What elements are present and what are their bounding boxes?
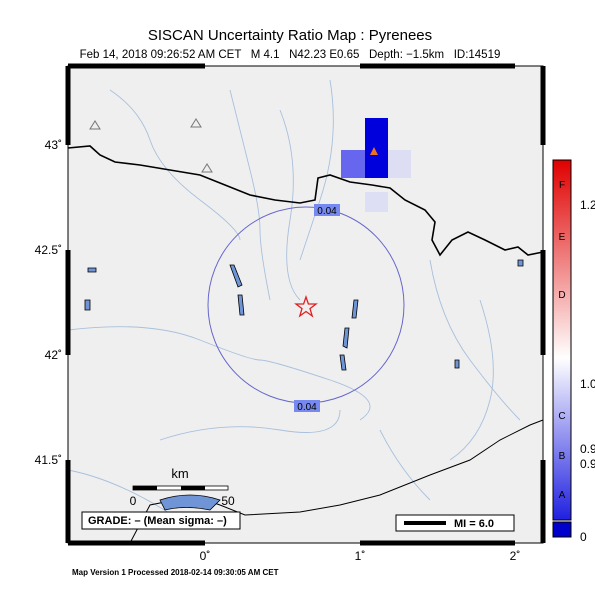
lake — [339, 354, 347, 371]
contour-label-bg — [314, 204, 340, 216]
lake — [84, 299, 91, 311]
river — [429, 259, 521, 421]
grade-letter: E — [559, 232, 566, 243]
grade: GRADE: – (Mean sigma: –) — [88, 515, 227, 527]
colorbar-floor — [552, 521, 572, 538]
grade-letter: D — [558, 290, 565, 301]
river — [279, 109, 301, 301]
station — [201, 163, 213, 173]
subtitle: Feb 14, 2018 09:26:52 AM CET M 4.1 N42.2… — [80, 49, 501, 61]
border — [67, 145, 544, 257]
colorbar-letters: F E D C B A — [558, 180, 565, 501]
river — [379, 429, 431, 501]
lake — [229, 264, 243, 288]
mi-box — [395, 514, 515, 532]
lakes — [84, 259, 524, 371]
colorbar-value: 1.0 — [580, 377, 595, 391]
lake — [517, 259, 524, 267]
rivers — [67, 79, 521, 521]
colorbar-value: 0 — [580, 530, 587, 544]
colorbar-value: 0.9 — [580, 442, 595, 456]
lon-label: 0˚ — [200, 549, 211, 563]
ratio-cell — [365, 118, 388, 178]
footer: Map Version 1 Processed 2018-02-14 09:30… — [72, 568, 279, 577]
ratio-cell — [341, 150, 365, 178]
station — [190, 118, 202, 128]
scale-unit: km — [171, 466, 188, 481]
map-area — [68, 66, 543, 543]
scale-start: 0 — [130, 494, 137, 508]
lat-label: 42˚ — [45, 348, 62, 362]
epicenter — [294, 294, 318, 318]
title: SISCAN Uncertainty Ratio Map : Pyrenees — [148, 27, 432, 44]
lon-label: 1˚ — [355, 549, 366, 563]
station — [89, 120, 101, 130]
lat-label: 42.5˚ — [35, 243, 62, 257]
river — [67, 326, 371, 421]
colorbar — [552, 159, 572, 521]
scale-bar-segment — [133, 486, 157, 490]
lake — [237, 294, 245, 316]
ratio-cell — [365, 192, 388, 212]
lake — [342, 327, 350, 349]
scale-bar-segment — [181, 486, 205, 490]
river — [159, 409, 341, 441]
colorbar-value: 1.2 — [580, 198, 595, 212]
mi-label: MI = 6.0 — [454, 518, 494, 530]
colorbar-values: 1.2 1.0 0.9 0.9 0 — [580, 198, 595, 544]
lat-labels: 43˚ 42.5˚ 42˚ 41.5˚ — [35, 138, 62, 467]
colorbar-value: 0.9 — [580, 457, 595, 471]
river — [229, 89, 271, 301]
river — [299, 79, 334, 261]
lake — [87, 267, 97, 273]
lake — [454, 359, 460, 369]
lake — [159, 494, 221, 511]
grade-box — [81, 511, 241, 530]
river — [449, 299, 494, 461]
grade-letter: B — [559, 451, 566, 462]
ratio-cell — [388, 150, 411, 178]
lat-label: 41.5˚ — [35, 453, 62, 467]
scale-end: 50 — [221, 494, 235, 508]
contour-label: 0.04 — [297, 402, 317, 413]
station-active — [370, 147, 378, 155]
stations — [89, 118, 213, 173]
river — [109, 89, 241, 241]
grade-letter: A — [559, 490, 566, 501]
frame-ticks — [65, 63, 546, 546]
contour-label: 0.04 — [317, 206, 337, 217]
lon-label: 2˚ — [510, 549, 521, 563]
lake — [351, 299, 359, 319]
contour-label-bg — [294, 400, 320, 412]
lat-label: 43˚ — [45, 138, 62, 152]
grade-letter: C — [558, 411, 565, 422]
grade-letter: F — [559, 180, 565, 191]
lon-labels: 0˚ 1˚ 2˚ — [200, 549, 521, 563]
